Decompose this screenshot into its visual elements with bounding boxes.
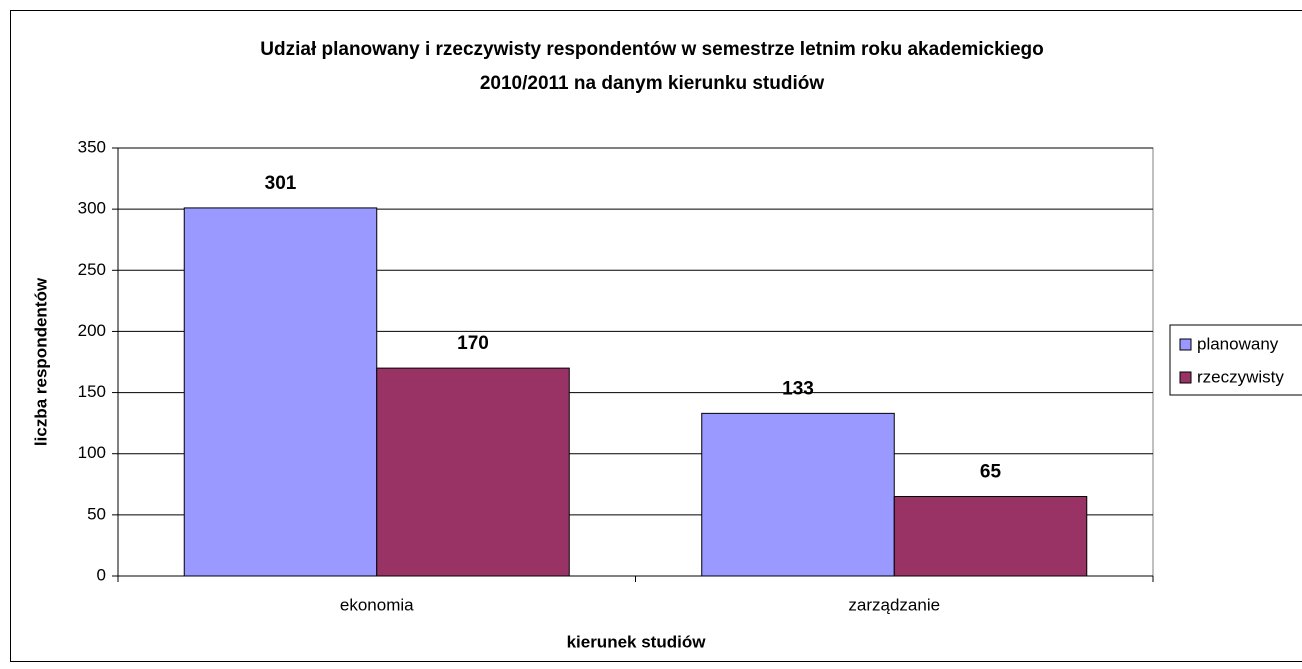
data-label: 65 (980, 462, 1002, 483)
y-tick-label: 50 (87, 504, 106, 523)
y-axis-label: liczba respondentów (31, 277, 50, 446)
data-label: 170 (457, 333, 489, 354)
data-label: 133 (782, 378, 814, 399)
x-tick-label: zarządzanie (848, 595, 940, 614)
chart-title: 2010/2011 na danym kierunku studiów (480, 73, 824, 94)
legend-label: rzeczywisty (1197, 367, 1284, 386)
x-axis-label: kierunek studiów (567, 632, 707, 651)
y-tick-label: 300 (78, 199, 106, 218)
y-tick-label: 150 (78, 382, 106, 401)
x-tick-label: ekonomia (340, 595, 414, 614)
chart-title: Udział planowany i rzeczywisty responden… (260, 39, 1043, 60)
legend-box (1169, 324, 1302, 396)
y-tick-label: 250 (78, 260, 106, 279)
legend-label: planowany (1197, 334, 1279, 353)
y-tick-label: 0 (97, 565, 106, 584)
bar (183, 207, 378, 577)
legend-swatch (1179, 338, 1192, 351)
bar (376, 367, 570, 577)
data-label: 301 (265, 173, 297, 194)
bar (893, 496, 1088, 577)
bar (701, 412, 895, 577)
y-tick-label: 350 (78, 137, 106, 156)
y-tick-label: 100 (78, 443, 106, 462)
y-tick-label: 200 (78, 321, 106, 340)
legend-swatch (1179, 371, 1192, 384)
